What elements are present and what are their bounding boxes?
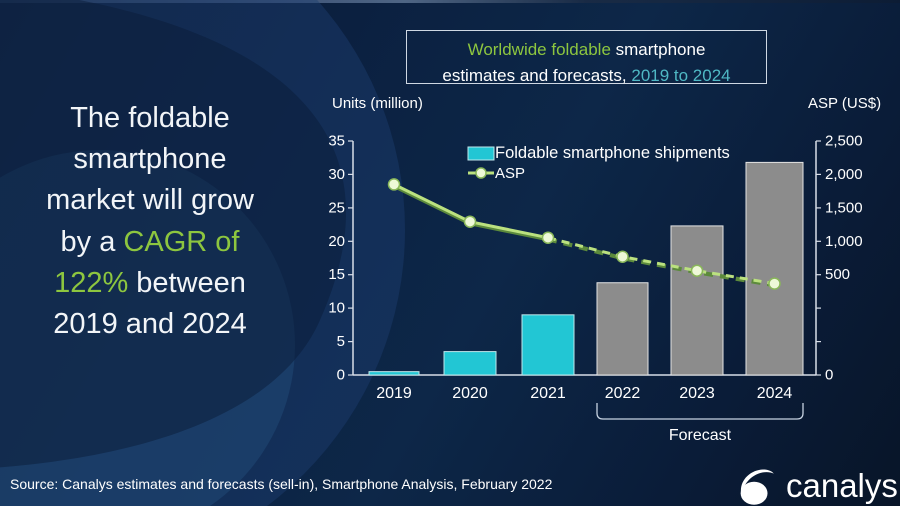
svg-text:1,000: 1,000 xyxy=(825,233,863,250)
svg-text:35: 35 xyxy=(328,133,345,150)
svg-text:2,000: 2,000 xyxy=(825,166,863,183)
svg-text:25: 25 xyxy=(328,199,345,216)
svg-text:10: 10 xyxy=(328,300,345,317)
svg-text:20: 20 xyxy=(328,233,345,250)
svg-text:Forecast: Forecast xyxy=(669,427,732,444)
svg-text:2023: 2023 xyxy=(679,385,715,402)
svg-text:0: 0 xyxy=(337,367,345,384)
svg-text:canalys: canalys xyxy=(786,467,898,504)
svg-text:0: 0 xyxy=(825,367,833,384)
svg-text:500: 500 xyxy=(825,266,850,283)
svg-text:2020: 2020 xyxy=(452,385,488,402)
svg-text:2024: 2024 xyxy=(757,385,793,402)
svg-text:2019: 2019 xyxy=(376,385,412,402)
svg-text:5: 5 xyxy=(337,333,345,350)
svg-text:1,500: 1,500 xyxy=(825,199,863,216)
svg-text:2022: 2022 xyxy=(605,385,641,402)
svg-text:ASP: ASP xyxy=(495,165,525,182)
svg-text:30: 30 xyxy=(328,166,345,183)
svg-text:2021: 2021 xyxy=(530,385,566,402)
svg-text:Foldable smartphone shipments: Foldable smartphone shipments xyxy=(495,144,730,162)
svg-text:2,500: 2,500 xyxy=(825,133,863,150)
svg-text:15: 15 xyxy=(328,266,345,283)
